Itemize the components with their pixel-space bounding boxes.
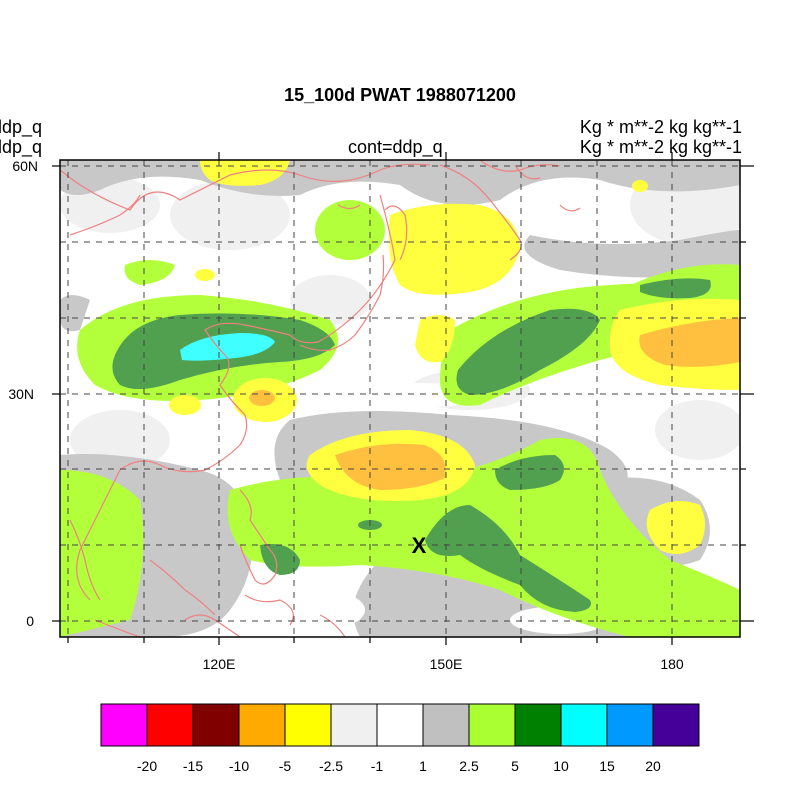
colorbar: -20 -15 -10 -5 -2.5 -1 1 2.5 5 10 15 20 [100, 703, 700, 774]
map-frame [59, 159, 741, 638]
plot-title: 15_100d PWAT 1988071200 [284, 85, 516, 105]
axis-ticks [52, 152, 754, 645]
lon-label-150e: 150E [430, 656, 463, 672]
units-label-top: Kg * m**-2 kg kg**-1 [579, 117, 742, 137]
colorbar-label: 20 [645, 758, 661, 774]
colorbar-label: 15 [599, 758, 615, 774]
colorbar-swatch [560, 703, 608, 747]
colorbar-swatch [606, 703, 654, 747]
location-marker: X [412, 533, 427, 558]
colorbar-swatch [376, 703, 424, 747]
lat-label-0: 0 [26, 613, 34, 629]
colorbar-label: -20 [137, 758, 157, 774]
colorbar-label: -10 [229, 758, 249, 774]
lat-label-60n: 60N [12, 158, 38, 174]
lon-label-180: 180 [660, 656, 684, 672]
colorbar-swatch [284, 703, 332, 747]
colorbar-label: -1 [371, 758, 384, 774]
colorbar-swatch [238, 703, 286, 747]
colorbar-swatch [422, 703, 470, 747]
colorbar-swatch [146, 703, 194, 747]
center-label: cont=ddp_q [348, 137, 443, 157]
coastlines [60, 160, 581, 637]
colorbar-label: -15 [183, 758, 203, 774]
left-label-bottom: ddp_q [0, 137, 43, 157]
colorbar-label: 10 [553, 758, 569, 774]
colorbar-label: 1 [419, 758, 427, 774]
map-grid [60, 160, 740, 637]
colorbar-label: -5 [279, 758, 292, 774]
colorbar-swatch [192, 703, 240, 747]
colorbar-swatch [652, 703, 700, 747]
lat-label-30n: 30N [8, 386, 34, 402]
filled-contours [60, 160, 740, 637]
left-label-top: ddp_q [0, 117, 43, 137]
colorbar-swatch [468, 703, 516, 747]
colorbar-swatch [330, 703, 378, 747]
colorbar-swatch [514, 703, 562, 747]
lon-label-120e: 120E [203, 656, 236, 672]
colorbar-label: -2.5 [319, 758, 343, 774]
units-label-bottom: Kg * m**-2 kg kg**-1 [579, 137, 742, 157]
colorbar-label: 5 [511, 758, 519, 774]
colorbar-swatch [100, 703, 148, 747]
colorbar-label: 2.5 [459, 758, 479, 774]
